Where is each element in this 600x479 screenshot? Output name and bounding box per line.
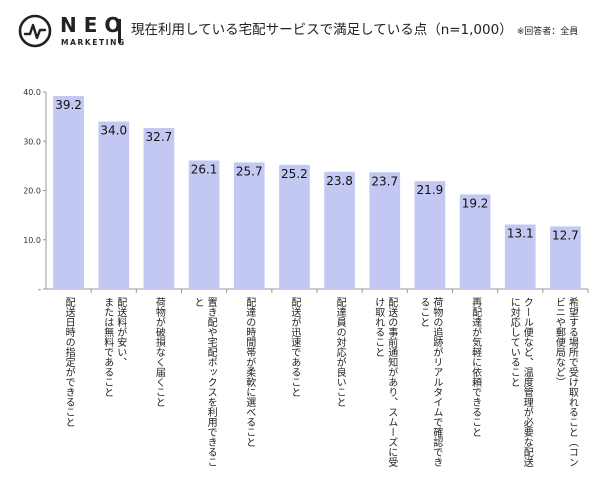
bar [324, 171, 355, 289]
category-label: に対応していること [508, 297, 520, 387]
data-label: 12.7 [552, 228, 579, 242]
bar [414, 181, 446, 289]
category-label: と [192, 297, 203, 307]
bar [53, 95, 84, 289]
bar [504, 224, 536, 289]
category-label: 荷物の追跡がリアルタイムで確認でき [431, 297, 443, 467]
data-label: 26.1 [191, 162, 218, 176]
category-label: 配送料が安い、 [115, 297, 127, 367]
category-label: 配達員の対応が良いこと [334, 297, 346, 407]
category-label: 配送の事前通知があり、スムーズに受 [386, 297, 398, 468]
y-tick-label: 30.0 [23, 137, 41, 146]
brand-name: NEO [60, 13, 129, 37]
title-rule [118, 19, 121, 43]
category-label: 置き配や宅配ボックスを利用できるこ [205, 297, 217, 467]
bar [459, 194, 491, 289]
bar [550, 226, 581, 289]
brand-sub: MARKETING [61, 38, 126, 47]
data-label: 23.7 [371, 174, 398, 188]
category-label: 荷物が破損なく届くこと [153, 297, 165, 407]
data-label: 19.2 [462, 196, 489, 210]
bar [233, 162, 265, 289]
category-label: 希望する場所で受け取れること（コン [566, 296, 578, 467]
category-label: または無料であること [102, 297, 114, 397]
brand-logo: NEO MARKETING [18, 14, 128, 54]
chart-title: 現在利用している宅配サービスで満足している点（n=1,000） [131, 22, 513, 38]
data-label: 23.8 [326, 174, 353, 188]
category-label: け取れること [373, 297, 385, 357]
bar [98, 121, 130, 289]
chart-title-block: 現在利用している宅配サービスで満足している点（n=1,000） ※回答者：全員 [131, 20, 578, 42]
data-label: 13.1 [507, 226, 534, 240]
bar [143, 127, 175, 289]
data-label: 25.2 [281, 167, 308, 181]
y-tick-label: - [38, 285, 41, 294]
y-tick-label: 20.0 [23, 187, 41, 196]
bar [279, 164, 310, 289]
bar [188, 160, 220, 289]
category-label: ビニや郵便局など） [553, 297, 565, 387]
category-label: 配送日時の指定ができること [63, 297, 75, 427]
data-label: 39.2 [55, 98, 82, 112]
bar [369, 172, 401, 289]
neo-logo-icon [18, 14, 52, 48]
data-label: 21.9 [417, 183, 444, 197]
data-label: 34.0 [100, 124, 127, 138]
respondent-note: ※回答者：全員 [516, 27, 579, 37]
category-label: クール便など、温度管理が必要な配送 [521, 297, 533, 468]
category-label: 再配達が気軽に依頼できること [470, 297, 482, 437]
y-tick-label: 10.0 [23, 236, 41, 245]
y-tick-label: 40.0 [23, 88, 41, 97]
category-label: 配達の時間帯が柔軟に選べること [244, 297, 256, 447]
data-label: 25.7 [236, 164, 263, 178]
category-label: 配送が迅速であること [289, 297, 301, 397]
data-label: 32.7 [146, 130, 173, 144]
category-label: ること [418, 297, 429, 327]
